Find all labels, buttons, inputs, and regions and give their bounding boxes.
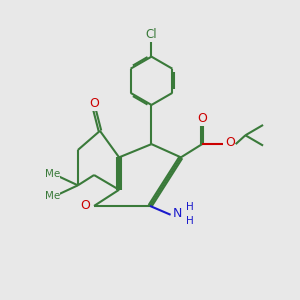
Text: Me: Me: [45, 191, 60, 201]
Text: H: H: [186, 202, 194, 212]
Text: O: O: [80, 200, 90, 212]
Text: H: H: [186, 216, 194, 226]
Text: Cl: Cl: [146, 28, 157, 41]
Text: O: O: [197, 112, 207, 125]
Text: O: O: [90, 97, 100, 110]
Text: O: O: [225, 136, 235, 149]
Text: N: N: [172, 207, 182, 220]
Text: Me: Me: [45, 169, 60, 179]
